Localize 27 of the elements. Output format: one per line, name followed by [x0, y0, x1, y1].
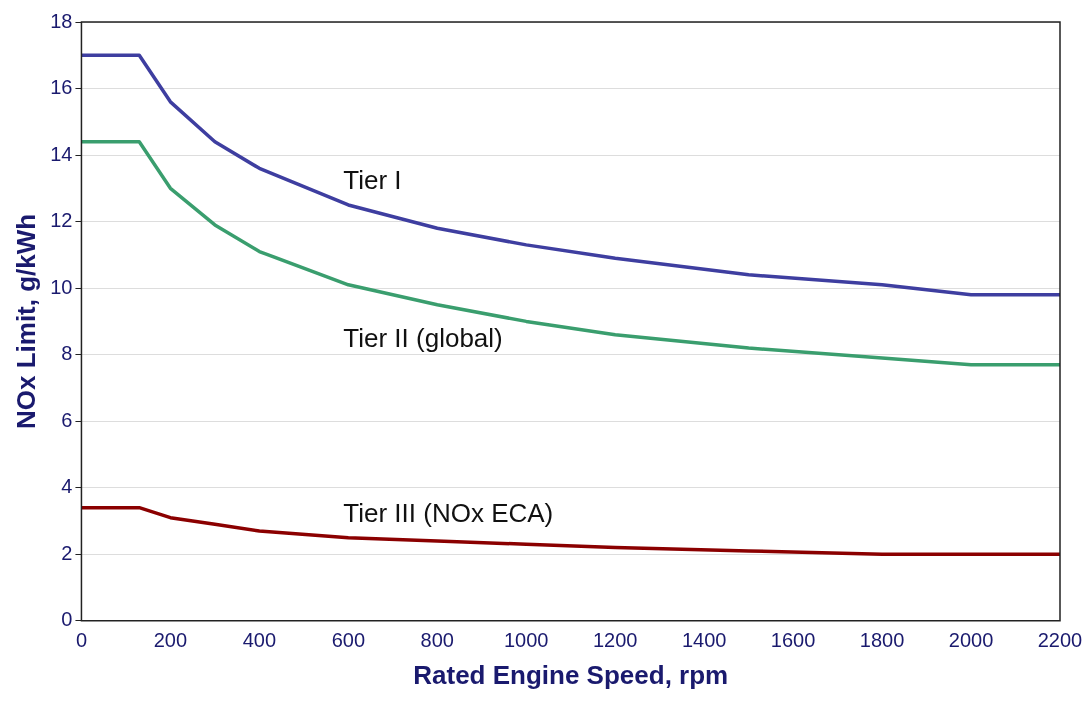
- x-tick-label: 800: [420, 629, 454, 652]
- series-label: Tier II (global): [343, 322, 503, 353]
- y-tick-label: 0: [61, 608, 73, 631]
- x-tick-label: 1200: [592, 629, 638, 652]
- y-tick-label: 18: [50, 9, 73, 32]
- series-label: Tier I: [343, 164, 402, 195]
- x-tick-label: 0: [75, 629, 88, 652]
- y-tick-label: 10: [50, 275, 73, 298]
- y-tick-label: 6: [61, 408, 73, 431]
- x-tick-label: 1800: [859, 629, 905, 652]
- y-tick-label: 8: [61, 342, 73, 365]
- y-tick-label: 4: [61, 475, 73, 498]
- series-label: Tier III (NOx ECA): [343, 497, 554, 528]
- x-tick-label: 2000: [948, 629, 994, 652]
- x-axis-title: Rated Engine Speed, rpm: [413, 659, 729, 690]
- y-tick-label: 2: [61, 541, 73, 564]
- x-tick-label: 1000: [503, 629, 549, 652]
- x-tick-label: 1600: [770, 629, 816, 652]
- x-tick-label: 2200: [1037, 629, 1083, 652]
- x-tick-label: 400: [242, 629, 277, 652]
- y-tick-label: 12: [50, 209, 73, 232]
- y-tick-label: 16: [50, 76, 73, 99]
- x-tick-label: 600: [331, 629, 366, 652]
- x-tick-label: 1400: [681, 629, 727, 652]
- x-tick-label: 200: [153, 629, 188, 652]
- y-axis-title: NOx Limit, g/kWh: [10, 213, 41, 430]
- y-tick-label: 14: [50, 142, 73, 165]
